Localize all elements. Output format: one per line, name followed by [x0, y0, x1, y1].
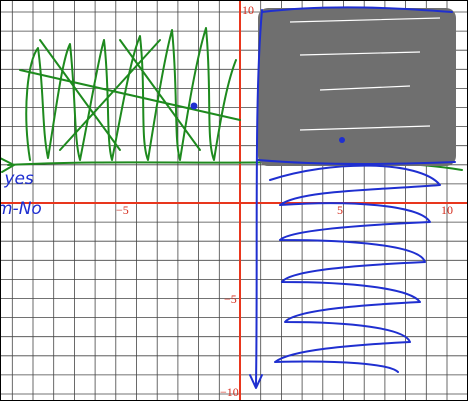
- dot: [339, 137, 345, 143]
- shaded-streaks: [289, 17, 441, 131]
- handwriting: m-No: [0, 199, 42, 219]
- handwriting: r yes: [0, 169, 34, 189]
- blue-scribble: [249, 6, 456, 389]
- x-label: −5: [116, 203, 129, 217]
- y-label: 10: [242, 3, 254, 17]
- x-label: 5: [337, 203, 343, 217]
- y-label: −5: [224, 292, 237, 306]
- x-label: 10: [441, 203, 453, 217]
- dot: [190, 102, 198, 110]
- shaded-region: [258, 8, 456, 166]
- y-label: −10: [220, 385, 239, 399]
